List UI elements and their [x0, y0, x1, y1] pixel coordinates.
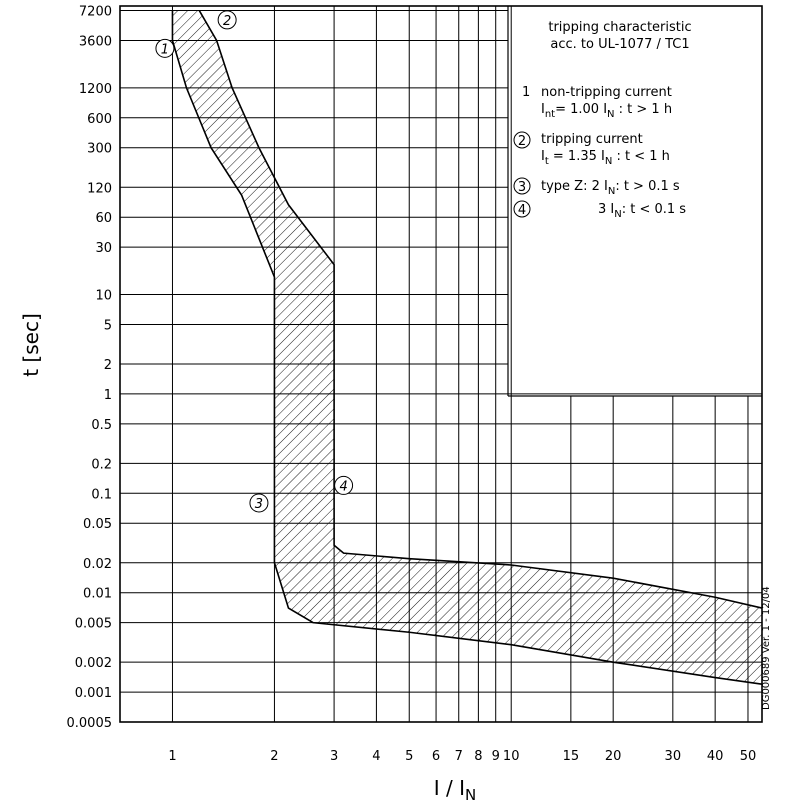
y-tick-label: 300 [87, 142, 112, 157]
y-tick-label: 0.5 [91, 418, 112, 433]
x-tick-label: 50 [740, 749, 757, 764]
tick-labels: 1 2 3 4 5 6 7 8 9 10 15 20 30 40 507200360012006003001… [67, 5, 757, 764]
document-id: DG000689 Ver. 1 - 12/04 [761, 586, 772, 710]
y-tick-label: 0.01 [83, 587, 112, 602]
legend-item-1-number: 1 [522, 85, 530, 100]
x-tick-label: 10 [503, 749, 520, 764]
legend-title-line1: tripping characteristic [548, 20, 691, 35]
x-axis-label: I / IN [434, 776, 476, 800]
legend-item-2-line2: It = 1.35 IN : t < 1 h [541, 149, 670, 167]
marker-2-circle [217, 10, 237, 30]
y-tick-label: 0.0005 [67, 716, 113, 731]
x-tick-label: 4 [372, 749, 380, 764]
y-tick-label: 0.2 [91, 457, 112, 472]
legend-item-3-circle [513, 177, 531, 195]
y-tick-label: 5 [104, 318, 112, 333]
legend: tripping characteristic acc. to UL-1077 … [513, 20, 692, 220]
y-tick-label: 0.05 [83, 517, 112, 532]
y-tick-label: 7200 [79, 5, 112, 20]
y-tick-label: 3600 [79, 34, 112, 49]
y-tick-label: 1200 [79, 82, 112, 97]
marker-3-circle [249, 493, 269, 513]
x-tick-label: 9 [492, 749, 500, 764]
legend-type-z-line2: 3 IN: t < 0.1 s [598, 202, 686, 220]
y-tick-label: 0.002 [75, 656, 112, 671]
x-tick-label: 30 [665, 749, 682, 764]
x-tick-label: 6 [432, 749, 440, 764]
legend-type-z-line1: type Z: 2 IN: t > 0.1 s [541, 179, 680, 197]
tripping-band-fill [172, 10, 762, 685]
y-tick-label: 1 [104, 388, 112, 403]
max-tripping-curve [198, 10, 763, 609]
x-tick-label: 40 [707, 749, 724, 764]
marker-1-circle [155, 38, 175, 58]
y-tick-label: 10 [95, 289, 112, 304]
x-tick-label: 7 [455, 749, 463, 764]
y-tick-label: 0.005 [75, 617, 112, 632]
legend-item-2-circle [513, 131, 531, 149]
x-tick-label: 1 [168, 749, 176, 764]
marker-2-label: 2 [223, 14, 231, 29]
y-tick-label: 0.001 [75, 686, 112, 701]
x-tick-label: 8 [474, 749, 482, 764]
legend-title-line2: acc. to UL-1077 / TC1 [550, 37, 689, 52]
legend-item-1-line1: non-tripping current [541, 85, 672, 100]
legend-item-1-line2: Int= 1.00 IN : t > 1 h [541, 102, 672, 120]
marker-1-label: 1 [161, 42, 169, 57]
legend-item-4-circle [513, 200, 531, 218]
marker-4-label: 4 [339, 479, 347, 494]
legend-item-2-number: 2 [518, 134, 526, 149]
y-tick-label: 0.1 [91, 487, 112, 502]
y-tick-label: 30 [95, 241, 112, 256]
marker-4-circle [334, 475, 354, 495]
x-tick-label: 5 [405, 749, 413, 764]
x-tick-label: 20 [605, 749, 622, 764]
x-tick-label: 2 [270, 749, 278, 764]
curve-markers: 1 2 3 4 [155, 10, 354, 513]
y-tick-label: 2 [104, 358, 112, 373]
y-axis-label: t [sec] [19, 313, 43, 377]
min-tripping-curve [171, 10, 763, 686]
legend-item-4-number: 4 [518, 203, 526, 218]
y-tick-label: 600 [87, 112, 112, 127]
y-tick-label: 60 [95, 211, 112, 226]
legend-item-2-line1: tripping current [541, 132, 643, 147]
x-tick-label: 15 [563, 749, 580, 764]
y-tick-label: 0.02 [83, 557, 112, 572]
marker-3-label: 3 [255, 497, 263, 512]
legend-item-3-number: 3 [518, 180, 526, 195]
x-tick-label: 3 [330, 749, 338, 764]
tripping-band [171, 10, 763, 686]
y-tick-label: 120 [87, 181, 112, 196]
